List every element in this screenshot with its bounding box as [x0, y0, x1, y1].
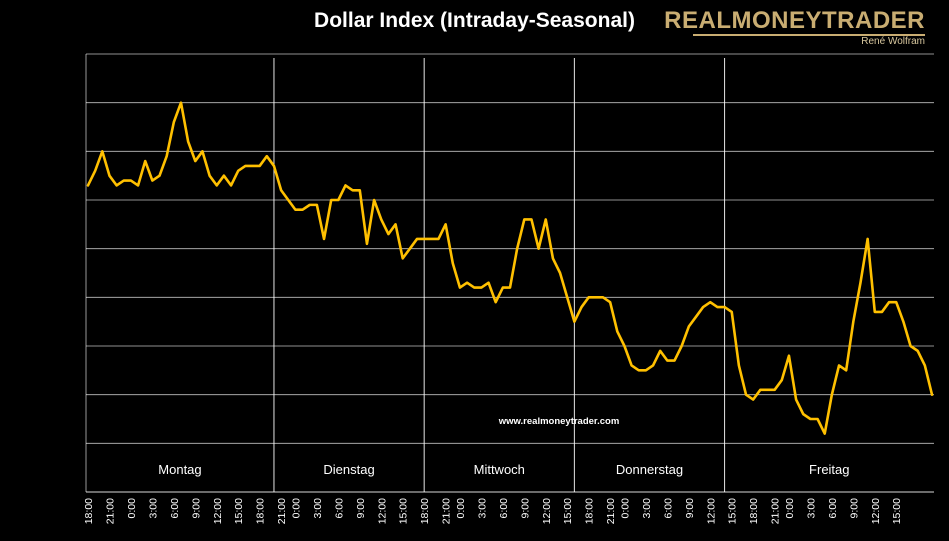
x-tick-label: 3:00 [147, 498, 159, 519]
chart-title: Dollar Index (Intraday-Seasonal) [314, 9, 635, 32]
x-tick-label: 0:00 [455, 498, 467, 519]
series-layer [86, 101, 934, 435]
x-tick-label: 0:00 [126, 498, 138, 519]
x-tick-label: 6:00 [169, 498, 181, 519]
day-labels: Montag Dienstag Mittwoch Donnerstag Freitag [158, 462, 849, 477]
x-tick-label: 12:00 [541, 498, 553, 524]
day-separators [273, 58, 726, 492]
x-tick-label: 12:00 [870, 498, 882, 524]
x-tick-label: 6:00 [498, 498, 510, 519]
x-tick-label: 6:00 [827, 498, 839, 519]
x-tick-label: 6:00 [662, 498, 674, 519]
x-tick-labels: 18:00 21:00 0:00 3:00 6:00 9:00 12:00 15:00 18:0… [83, 498, 903, 524]
day-label: Mittwoch [474, 462, 525, 477]
x-tick-label: 3:00 [805, 498, 817, 519]
x-tick-label: 18:00 [83, 498, 95, 524]
x-tick-label: 9:00 [519, 498, 531, 519]
x-tick-label: 18:00 [419, 498, 431, 524]
x-tick-label: 0:00 [784, 498, 796, 519]
day-label: Donnerstag [616, 462, 683, 477]
watermark-text: www.realmoneytrader.com [498, 416, 620, 427]
x-tick-label: 21:00 [770, 498, 782, 524]
x-tick-label: 3:00 [641, 498, 653, 519]
x-tick-label: 15:00 [398, 498, 410, 524]
x-tick-label: 21:00 [441, 498, 453, 524]
x-tick-label: 15:00 [562, 498, 574, 524]
x-tick-label: 18:00 [255, 498, 267, 524]
x-tick-label: 9:00 [355, 498, 367, 519]
x-tick-label: 9:00 [684, 498, 696, 519]
x-tick-label: 12:00 [376, 498, 388, 524]
x-tick-label: 3:00 [312, 498, 324, 519]
day-label: Dienstag [323, 462, 374, 477]
x-tick-label: 21:00 [605, 498, 617, 524]
series-line-dollar-index [86, 101, 934, 435]
logo-divider [693, 34, 925, 36]
gridlines [85, 53, 934, 493]
x-tick-label: 15:00 [891, 498, 903, 524]
x-tick-label: 12:00 [705, 498, 717, 524]
day-label: Freitag [809, 462, 849, 477]
x-tick-label: 6:00 [333, 498, 345, 519]
x-tick-label: 0:00 [290, 498, 302, 519]
day-label: Montag [158, 462, 201, 477]
x-tick-label: 9:00 [190, 498, 202, 519]
x-tick-label: 15:00 [727, 498, 739, 524]
x-tick-label: 18:00 [748, 498, 760, 524]
x-tick-label: 18:00 [584, 498, 596, 524]
x-tick-label: 3:00 [476, 498, 488, 519]
x-tick-label: 15:00 [233, 498, 245, 524]
x-tick-label: 12:00 [212, 498, 224, 524]
logo-author: René Wolfram [861, 36, 925, 47]
x-tick-label: 21:00 [276, 498, 288, 524]
x-tick-label: 9:00 [848, 498, 860, 519]
brand-logo: REALMONEYTRADER René Wolfram [664, 8, 925, 48]
logo-name: REALMONEYTRADER [664, 7, 925, 34]
x-tick-label: 0:00 [619, 498, 631, 519]
x-tick-label: 21:00 [104, 498, 116, 524]
